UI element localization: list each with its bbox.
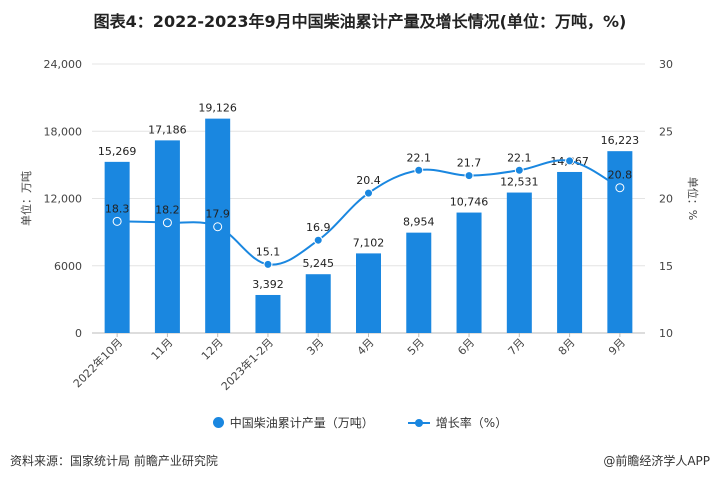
bar-value-label: 3,392 [252,278,284,291]
brand-credit: @前瞻经济学人APP [603,454,710,468]
bar-value-label: 19,126 [198,102,237,115]
chart-legend: 中国柴油累计产量（万吨） 增长率（%） [0,414,720,431]
y-tick-label: 18,000 [44,125,83,138]
y-tick-label: 24,000 [44,58,83,71]
line-value-label: 18.2 [155,204,180,217]
bar [255,294,281,333]
line-value-label: 17.9 [205,208,230,221]
y2-tick-label: 20 [659,193,673,206]
line-point [162,218,172,228]
y2-tick-label: 15 [659,260,673,273]
legend-label-production: 中国柴油累计产量（万吨） [229,416,374,430]
bar-value-label: 15,269 [98,145,137,158]
y-tick-label: 0 [75,327,82,340]
chart-title: 图表4：2022-2023年9月中国柴油累计产量及增长情况(单位：万吨，%) [93,12,627,31]
legend-line-swatch [407,418,430,427]
line-value-label: 18.3 [105,202,130,215]
bar [154,140,180,333]
x-tick-label: 12月 [199,336,226,363]
line-point [112,216,122,226]
bar-value-label: 5,245 [302,257,334,270]
x-tick-label: 6月 [455,336,477,358]
bar [506,192,532,333]
bar-value-label: 17,186 [148,123,187,136]
bar-value-label: 16,223 [601,134,640,147]
line-point [615,183,625,193]
line-value-label: 16.9 [306,221,331,234]
line-point [313,235,323,245]
bar-value-label: 7,102 [353,236,385,249]
bar-value-label: 12,531 [500,176,539,189]
line-point [464,171,474,181]
bar-value-label: 10,746 [450,196,489,209]
y-tick-label: 6000 [54,260,82,273]
x-tick-label: 4月 [355,336,377,358]
line-point [414,165,424,175]
bar [406,232,432,333]
line-point [213,222,223,232]
x-tick-label: 7月 [506,336,528,358]
line-point [565,156,575,166]
x-tick-label: 8月 [556,336,578,358]
footer: 资料来源：国家统计局 前瞻产业研究院 @前瞻经济学人APP [10,452,710,469]
source-note: 资料来源：国家统计局 前瞻产业研究院 [10,454,218,468]
line-point [364,188,373,198]
bar-value-label: 8,954 [403,216,435,229]
bar [456,212,482,333]
x-tick-label: 9月 [606,336,628,358]
legend-label-growth: 增长率（%） [435,416,508,430]
y2-tick-label: 25 [659,125,673,138]
x-tick-label: 11月 [149,336,176,363]
line-point [263,259,273,269]
line-value-label: 20.4 [356,174,381,187]
line-value-label: 22.1 [407,151,432,164]
line-value-label: 20.8 [608,169,633,182]
y-tick-label: 12,000 [44,193,83,206]
bar [557,171,583,333]
line-value-label: 15.1 [256,245,281,258]
x-tick-label: 5月 [405,336,427,358]
x-tick-label: 3月 [304,336,326,358]
legend-item-production[interactable]: 中国柴油累计产量（万吨） [212,414,374,431]
line-value-label: 22.1 [507,151,532,164]
x-tick-label: 2022年10月 [70,335,125,390]
line-value-label: 21.7 [457,157,482,170]
y2-tick-label: 30 [659,58,673,71]
bar [104,161,130,333]
y-axis-title: 单位：万吨 [19,171,33,226]
bar [356,253,381,333]
y2-axis-title: 单位：% [686,177,700,220]
x-tick-label: 2023年1-2月 [218,335,276,393]
legend-bar-swatch [212,417,224,428]
y2-tick-label: 10 [659,327,673,340]
line-point [514,165,524,175]
legend-item-growth[interactable]: 增长率（%） [407,414,508,431]
bar [305,274,331,333]
